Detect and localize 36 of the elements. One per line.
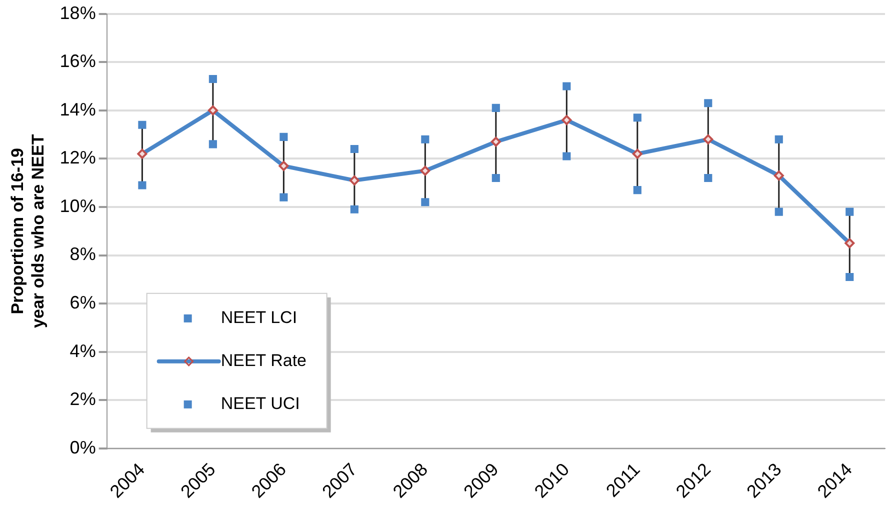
point bbox=[633, 114, 642, 122]
y-tick-label: 0% bbox=[70, 437, 96, 458]
point bbox=[350, 144, 358, 154]
point bbox=[350, 205, 358, 214]
point bbox=[846, 208, 854, 216]
point bbox=[704, 99, 712, 108]
point bbox=[280, 193, 288, 202]
point bbox=[492, 174, 500, 182]
point bbox=[633, 186, 642, 194]
legend-label: NEET UCI bbox=[220, 394, 300, 414]
point bbox=[280, 132, 288, 141]
point bbox=[138, 120, 146, 129]
point bbox=[774, 208, 783, 216]
y-tick-label: 6% bbox=[70, 292, 96, 313]
legend-label: NEET LCI bbox=[220, 308, 298, 328]
point bbox=[774, 135, 783, 144]
y-tick-label: 18% bbox=[60, 2, 96, 23]
y-tick-label: 8% bbox=[70, 244, 96, 264]
y-tick-label: 10% bbox=[60, 196, 96, 216]
y-tick-label: 12% bbox=[60, 148, 96, 168]
point bbox=[421, 198, 430, 206]
point bbox=[208, 140, 217, 148]
point bbox=[421, 135, 430, 144]
y-tick-label: 16% bbox=[60, 51, 96, 72]
point bbox=[704, 174, 712, 182]
y-tick-label: 2% bbox=[70, 389, 96, 410]
y-tick-label: 4% bbox=[70, 340, 96, 361]
point bbox=[562, 82, 571, 90]
point bbox=[846, 272, 854, 282]
y-tick-label: 14% bbox=[60, 99, 96, 120]
legend-label: NEET Rate bbox=[220, 351, 306, 370]
point bbox=[138, 181, 146, 190]
y-axis-title: Proportionn of 16-19 year olds who are NEET bbox=[8, 134, 48, 328]
point bbox=[208, 74, 217, 84]
point bbox=[562, 152, 571, 160]
point bbox=[492, 104, 500, 112]
